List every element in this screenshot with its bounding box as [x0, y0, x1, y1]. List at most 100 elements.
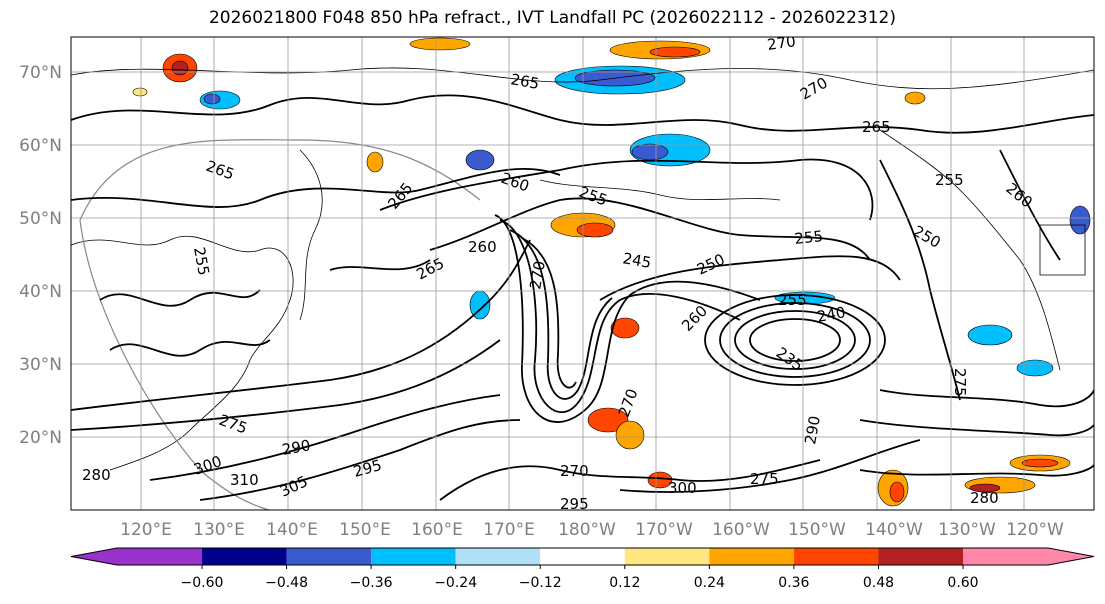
contour-label: 255 [794, 227, 824, 248]
contour-line [599, 255, 901, 301]
lon-label: 150°E [339, 520, 391, 540]
contour-label: 290 [281, 436, 312, 459]
colorbar-tick-label: −0.48 [265, 575, 308, 591]
contour-line [859, 464, 1094, 477]
coastline [299, 149, 323, 321]
shade-patch [576, 222, 614, 238]
map-frame [70, 36, 1095, 511]
lon-label: 180°W [558, 520, 616, 540]
contour-line [749, 318, 841, 362]
contour-line [71, 94, 561, 121]
range-ring [79, 139, 481, 221]
contour-line [559, 114, 1094, 134]
contour-label: 280 [82, 466, 111, 484]
colorbar-extend-low [71, 548, 202, 565]
lon-label: 160°W [712, 520, 770, 540]
contour-label: 265 [862, 118, 891, 136]
colorbar-segment [624, 548, 710, 565]
map-title: 2026021800 F048 850 hPa refract., IVT La… [208, 8, 896, 28]
contour-line [379, 158, 874, 221]
colorbar-tick-label: −0.12 [519, 575, 562, 591]
colorbar-segment [286, 548, 372, 565]
contour-line [109, 339, 271, 357]
contour-line [71, 339, 501, 431]
shade-patch [615, 420, 645, 450]
lon-label: 140°E [266, 520, 318, 540]
contour-line [719, 302, 871, 378]
colorbar-segment [455, 548, 541, 565]
coastline [1039, 224, 1086, 276]
colorbar-outline [70, 547, 1095, 566]
colorbar: −0.60 −0.48 −0.36 −0.24 −0.12 0.12 0.24 0.36 0.4… [70, 547, 1095, 591]
shade-patch [967, 324, 1013, 346]
colorbar-tick-label: −0.24 [434, 575, 477, 591]
colorbar-segment [540, 548, 625, 565]
lon-label: 140°W [865, 520, 923, 540]
colorbar-tick-label: 0.48 [863, 575, 894, 591]
contour-line [509, 229, 613, 400]
contour-label: 245 [621, 249, 652, 272]
contour-label: 240 [816, 303, 847, 326]
contour-line [329, 259, 431, 271]
shade-patch [409, 37, 471, 51]
contour-line [71, 239, 531, 411]
contour-label: 290 [801, 414, 824, 445]
colorbar-segment [202, 548, 287, 565]
lat-label-60n: 60°N [19, 136, 62, 156]
contour-line [879, 389, 1094, 408]
lon-label: 170°E [483, 520, 535, 540]
contour-label: 300 [668, 479, 697, 497]
shade-patch [203, 93, 221, 105]
contour-line [199, 419, 521, 501]
colorbar-tick-label: 0.24 [694, 575, 725, 591]
contour-label: 270 [526, 259, 549, 290]
latitude-labels: 70°N 60°N 50°N 40°N 30°N 20°N [19, 63, 62, 448]
contour-label: 255 [778, 291, 807, 309]
colorbar-tick-label: −0.36 [350, 575, 393, 591]
colorbar-tick-label: −0.60 [181, 575, 224, 591]
contour-label: 275 [750, 470, 779, 488]
lon-label: 130°E [193, 520, 245, 540]
lon-label: 120°W [1006, 520, 1064, 540]
graticule [71, 37, 1094, 510]
lat-label-20n: 20°N [19, 428, 62, 448]
shade-patch [610, 317, 640, 339]
lon-label: 150°W [788, 520, 846, 540]
contour-label: 265 [509, 70, 540, 93]
contour-line [619, 439, 921, 493]
range-ring [79, 219, 272, 510]
shade-patch [1016, 359, 1054, 377]
contour-line [521, 237, 577, 389]
coastline [539, 179, 781, 201]
colorbar-extend-high [963, 548, 1094, 565]
contour-line [704, 294, 886, 386]
coastline [71, 235, 294, 471]
contour-label: 275 [951, 368, 969, 397]
refractivity-contours [71, 94, 1094, 501]
longitude-labels: 120°E 130°E 140°E 150°E 160°E 170°E 180°… [120, 520, 1064, 540]
shade-patch [366, 151, 384, 173]
colorbar-tick-label: 0.60 [947, 575, 978, 591]
shade-patch [1069, 205, 1091, 235]
colorbar-segment [371, 548, 456, 565]
contour-line [71, 167, 561, 208]
contour-line [999, 149, 1061, 261]
shade-patch [631, 143, 669, 161]
lon-label: 130°W [938, 520, 996, 540]
contour-line [494, 214, 761, 423]
shade-patch [171, 60, 189, 76]
colorbar-segment [878, 548, 963, 565]
lon-label: 170°W [635, 520, 693, 540]
colorbar-tick-label: 0.12 [609, 575, 640, 591]
contour-line [499, 219, 741, 414]
colorbar-segment [709, 548, 794, 565]
shade-patch [132, 87, 148, 97]
contour-label: 260 [468, 238, 497, 256]
contour-value-labels: 270 265 270 265 265 265 255 260 255 260 … [82, 37, 1036, 510]
map-plot-area [71, 37, 1094, 510]
lat-label-30n: 30°N [19, 355, 62, 375]
shade-patch [465, 149, 495, 171]
contour-line [99, 289, 261, 307]
colorbar-segment [793, 548, 879, 565]
